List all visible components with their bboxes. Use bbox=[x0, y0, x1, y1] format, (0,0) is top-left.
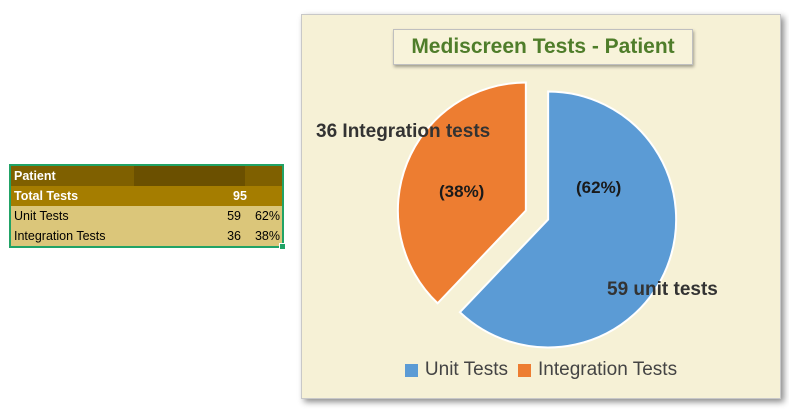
cell-value[interactable]: 95 bbox=[233, 189, 247, 203]
header-cell-patient[interactable]: Patient bbox=[14, 169, 56, 183]
percent-label-integration[interactable]: (38%) bbox=[439, 182, 485, 201]
cell-value[interactable]: 59 bbox=[227, 209, 241, 223]
legend-item-unit-tests[interactable]: Unit Tests bbox=[404, 359, 508, 381]
selection-fill-handle[interactable] bbox=[279, 243, 286, 250]
table-row-unit[interactable]: Unit Tests 59 62% bbox=[11, 206, 282, 226]
legend-label-integration: Integration Tests bbox=[538, 359, 678, 380]
cell-label[interactable]: Unit Tests bbox=[14, 209, 69, 223]
data-label-integration[interactable]: 36 Integration tests bbox=[316, 121, 491, 142]
percent-label-unit[interactable]: (62%) bbox=[576, 178, 622, 197]
legend-item-integration-tests[interactable]: Integration Tests bbox=[518, 359, 677, 381]
cell-value[interactable]: 36 bbox=[227, 229, 241, 243]
table-header-row[interactable]: Patient bbox=[11, 166, 282, 186]
data-table[interactable]: Patient Total Tests 95 Unit Tests 59 62%… bbox=[9, 164, 286, 250]
cell-label[interactable]: Total Tests bbox=[14, 189, 79, 203]
chart-title[interactable]: Mediscreen Tests - Patient bbox=[393, 29, 693, 65]
legend-label-unit: Unit Tests bbox=[424, 359, 508, 380]
header-cell-empty[interactable] bbox=[245, 166, 282, 186]
chart-title-text: Mediscreen Tests - Patient bbox=[411, 35, 675, 58]
legend-swatch-integration bbox=[518, 363, 531, 377]
header-cell-empty[interactable] bbox=[134, 166, 245, 186]
table-row-integration[interactable]: Integration Tests 36 38% bbox=[11, 226, 282, 246]
legend-swatch-unit bbox=[404, 363, 418, 377]
cell-label[interactable]: Integration Tests bbox=[14, 229, 106, 243]
cell-percent[interactable] bbox=[245, 186, 282, 206]
cell-percent[interactable]: 62% bbox=[254, 209, 280, 223]
pie-slice-unit-tests[interactable] bbox=[458, 90, 678, 349]
data-label-unit[interactable]: 59 unit tests bbox=[607, 279, 718, 300]
cell-percent[interactable]: 38% bbox=[254, 229, 280, 243]
pie-slice-integration-tests[interactable] bbox=[396, 81, 527, 305]
table-row-total[interactable]: Total Tests 95 bbox=[11, 186, 282, 206]
pie-svg bbox=[396, 81, 678, 349]
pie-chart[interactable]: Mediscreen Tests - Patient 36 Integratio… bbox=[301, 14, 781, 399]
chart-legend[interactable]: Unit Tests Integration Tests bbox=[302, 359, 780, 381]
